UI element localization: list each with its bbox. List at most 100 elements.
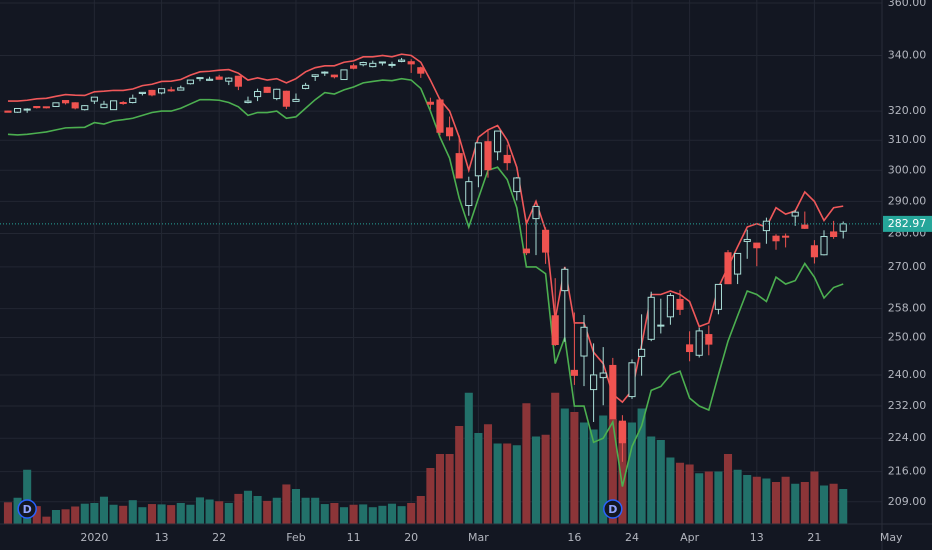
candle-body — [465, 181, 473, 206]
x-tick-label: 2020 — [80, 531, 108, 544]
candle-body — [484, 141, 492, 171]
volume-bar — [205, 499, 214, 524]
y-tick-label: 209.00 — [888, 495, 927, 508]
candle-body — [647, 296, 655, 340]
volume-bar — [272, 497, 281, 524]
candle-body — [42, 106, 50, 109]
y-tick-label: 300.00 — [888, 163, 927, 176]
volume-bar — [493, 443, 502, 524]
volume-bar — [195, 497, 205, 524]
candle-body — [580, 326, 588, 357]
volume-bar — [397, 506, 406, 524]
candle-body — [100, 103, 108, 109]
y-tick-label: 232.00 — [888, 399, 927, 412]
volume-bar — [733, 469, 742, 524]
candle-body — [33, 106, 41, 109]
candle-body — [618, 420, 626, 444]
volume-bar — [426, 468, 435, 524]
candle-body — [657, 324, 665, 327]
x-tick-label: 21 — [807, 531, 821, 544]
volume-bar — [359, 504, 368, 524]
volume-bar — [579, 422, 589, 524]
volume-bar — [138, 507, 147, 524]
candle-body — [551, 315, 559, 345]
volume-bar — [752, 476, 761, 524]
candle-body — [81, 105, 89, 111]
candle-body — [417, 67, 425, 74]
candle-body — [522, 248, 530, 254]
candle-body — [782, 235, 790, 238]
candle-body — [791, 211, 799, 217]
event-marker — [17, 499, 37, 519]
volume-bar — [800, 482, 809, 524]
volume-bar — [186, 504, 195, 524]
volume-bar — [301, 497, 310, 524]
candle-body — [666, 295, 674, 318]
candle-body — [743, 238, 751, 242]
volume-bar — [695, 473, 704, 524]
price-label-box — [883, 215, 932, 232]
volume-bar — [128, 500, 137, 524]
y-tick-label: 340.00 — [888, 48, 927, 61]
event-marker — [603, 499, 623, 519]
candle-body — [561, 268, 569, 292]
candle-body — [225, 77, 233, 82]
candle-body — [820, 236, 828, 256]
candle-body — [398, 59, 406, 62]
candle-body — [599, 372, 607, 379]
candle-body — [772, 235, 780, 242]
y-tick-label: 360.00 — [888, 0, 927, 9]
axes-layer: 360.00340.00320.00310.00300.00290.00280.… — [80, 0, 932, 544]
volume-bar — [503, 443, 512, 524]
candle-body — [532, 205, 540, 220]
candle-body — [378, 61, 386, 64]
event-label: D — [23, 503, 32, 516]
candle-body — [810, 245, 818, 258]
volume-bar — [618, 422, 627, 524]
volume-bar — [349, 504, 358, 524]
band-layer — [7, 53, 844, 487]
candle-body — [138, 91, 146, 94]
candle-body — [129, 97, 137, 104]
volume-bar — [157, 504, 166, 524]
candle-body — [321, 71, 329, 74]
volume-bar — [810, 471, 819, 524]
volume-bar — [3, 502, 13, 524]
candle-body — [570, 369, 578, 376]
volume-bar — [704, 471, 713, 524]
volume-bar — [464, 392, 473, 524]
volume-bar — [109, 504, 118, 524]
candle-body — [407, 61, 415, 65]
candle-body — [628, 362, 636, 398]
candle-body — [609, 364, 617, 420]
candle-body — [426, 101, 434, 105]
y-tick-label: 310.00 — [888, 133, 927, 146]
volume-bar — [685, 464, 694, 524]
candle-body — [830, 231, 838, 238]
volume-bar — [71, 506, 80, 524]
candle-body — [503, 154, 511, 164]
y-tick-label: 258.00 — [888, 302, 927, 315]
x-tick-label: 11 — [347, 531, 361, 544]
x-tick-label: 16 — [567, 531, 581, 544]
volume-bar — [253, 496, 262, 524]
volume-bar — [80, 503, 89, 524]
candle-body — [215, 76, 223, 80]
volume-bar — [320, 504, 329, 524]
candle-body — [302, 84, 310, 89]
volume-bar — [570, 412, 579, 524]
volume-bar — [176, 503, 185, 524]
x-tick-label: May — [880, 531, 903, 544]
candle-body — [724, 252, 732, 285]
volume-bar — [243, 490, 253, 524]
volume-bar — [42, 516, 51, 524]
candle-body — [110, 100, 118, 111]
candle-body — [158, 88, 166, 94]
volume-bar — [416, 496, 425, 524]
x-tick-label: 13 — [750, 531, 764, 544]
volume-bar — [90, 503, 99, 524]
y-tick-label: 240.00 — [888, 368, 927, 381]
volume-bar — [474, 433, 483, 524]
